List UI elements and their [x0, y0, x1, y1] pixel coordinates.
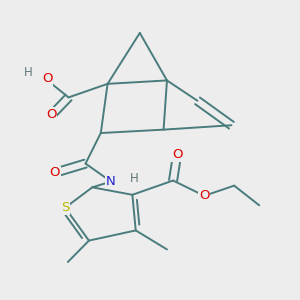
Text: O: O: [172, 148, 182, 161]
Text: S: S: [61, 201, 69, 214]
Text: O: O: [42, 72, 53, 85]
Text: H: H: [23, 67, 32, 80]
Text: N: N: [106, 175, 116, 188]
Text: H: H: [130, 172, 138, 185]
Text: O: O: [199, 189, 209, 202]
Text: O: O: [46, 108, 56, 121]
Text: O: O: [50, 166, 60, 179]
